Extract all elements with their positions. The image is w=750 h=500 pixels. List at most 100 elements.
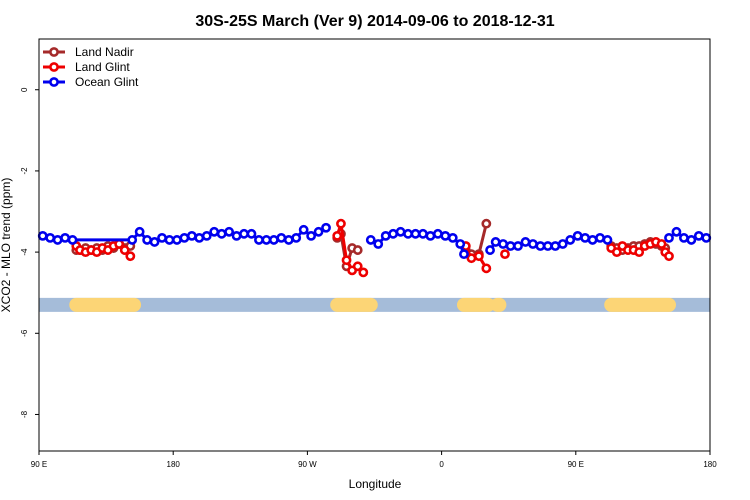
land-glint-point (466, 253, 477, 264)
ocean-glint-point (373, 239, 384, 249)
ocean-glint-point (246, 228, 257, 239)
ocean-glint-point (410, 228, 421, 239)
ocean-glint-point (298, 224, 309, 235)
ocean-glint-point (127, 235, 138, 245)
land-glint-point (341, 255, 352, 266)
ocean-glint-point (164, 235, 175, 245)
ocean-glint-point (535, 241, 546, 251)
ocean-glint-point (239, 228, 249, 239)
x-tick-label: 90 E (568, 460, 584, 469)
land-glint-point (634, 247, 645, 258)
ocean-glint-point (440, 230, 451, 241)
y-axis: 0 -2 -4 -6 -8 (20, 87, 39, 418)
plot-frame (38, 38, 711, 452)
ocean-glint-point (231, 230, 242, 241)
ocean-glint-point (283, 235, 294, 245)
ocean-glint-point (505, 241, 516, 251)
x-axis: 90 E 180 90 W 0 90 E 180 (31, 451, 717, 469)
y-tick-label: -6 (20, 329, 29, 337)
ocean-glint-point (580, 232, 591, 243)
y-tick-label: -2 (20, 167, 29, 175)
ocean-glint-point (254, 235, 264, 245)
land-glint-point (336, 218, 346, 229)
ocean-glint-point (291, 232, 302, 243)
ocean-glint-point (693, 230, 704, 241)
land-glint-series (71, 218, 674, 278)
ocean-glint-point (134, 226, 145, 237)
ocean-glint-point (142, 235, 153, 245)
legend-marker (49, 62, 59, 72)
ocean-glint-point (209, 226, 220, 237)
ocean-glint-point (542, 241, 553, 251)
ocean-glint-point (313, 226, 324, 237)
land-nadir-point (352, 245, 363, 255)
ocean-glint-point (498, 239, 509, 249)
y-tick-label: 0 (20, 87, 29, 92)
plot-area (37, 218, 712, 312)
land-glint-point (125, 251, 136, 262)
ocean-glint-point (686, 235, 697, 245)
ocean-glint-point (45, 232, 56, 243)
legend-marker (49, 77, 59, 87)
ocean-glint-point (172, 235, 182, 245)
ocean-glint-point (459, 249, 469, 260)
ocean-glint-point (365, 235, 376, 245)
land-glint-point (611, 247, 622, 258)
land-glint-point (332, 230, 343, 241)
x-tick-label: 90 E (31, 460, 47, 469)
ocean-glint-point (664, 232, 674, 243)
ocean-glint-point (587, 235, 598, 245)
ocean-glint-point (425, 230, 436, 241)
land-nadir-point (481, 218, 492, 229)
ocean-glint-point (572, 230, 583, 241)
ocean-glint-point (557, 239, 568, 249)
ocean-glint-point (52, 235, 63, 245)
ocean-glint-point (490, 237, 501, 247)
ocean-glint-point (455, 239, 466, 249)
ocean-glint-point (679, 232, 689, 243)
ocean-glint-point (595, 232, 605, 243)
ocean-glint-point (395, 226, 406, 237)
y-tick-label: -8 (20, 410, 29, 418)
ocean-glint-point (60, 232, 70, 243)
chart-title: 30S-25S March (Ver 9) 2014-09-06 to 2018… (195, 13, 554, 30)
ocean-glint-point (380, 230, 391, 241)
y-tick-label: -4 (20, 248, 29, 256)
land-glint-point (664, 251, 674, 262)
ocean-glint-point (321, 222, 331, 233)
ocean-glint-point (261, 235, 272, 245)
ocean-glint-point (306, 230, 317, 241)
land-glint-point (119, 245, 130, 255)
ocean-glint-point (194, 232, 205, 243)
legend-label: Land Glint (75, 60, 130, 74)
ocean-glint-point (216, 228, 227, 239)
x-tick-label: 180 (703, 460, 717, 469)
land-glint-point (656, 239, 667, 249)
ocean-glint-point (403, 228, 413, 239)
ocean-glint-point (418, 228, 428, 239)
ocean-glint-point (701, 232, 712, 243)
land-nadir-series (71, 218, 671, 272)
ocean-glint-point (268, 235, 279, 245)
ocean-glint-point (157, 232, 167, 243)
ocean-glint-point (186, 230, 197, 241)
land-glint-point (481, 263, 492, 274)
ocean-glint-point (513, 241, 523, 251)
ocean-glint-point (432, 228, 443, 239)
ocean-glint-series (37, 222, 712, 260)
ocean-glint-point (201, 230, 212, 241)
ocean-glint-point (447, 232, 458, 243)
ocean-glint-point (37, 230, 48, 241)
land-glint-point (358, 267, 369, 278)
legend-label: Ocean Glint (75, 75, 139, 89)
land-glint-point (352, 261, 363, 272)
land-glint-point (500, 249, 510, 260)
ocean-glint-point (602, 235, 613, 245)
ocean-glint-point (388, 228, 399, 239)
ocean-glint-point (67, 235, 78, 245)
ocean-glint-point (224, 226, 235, 237)
ocean-glint-point (485, 245, 495, 255)
ocean-glint-point (528, 239, 538, 249)
